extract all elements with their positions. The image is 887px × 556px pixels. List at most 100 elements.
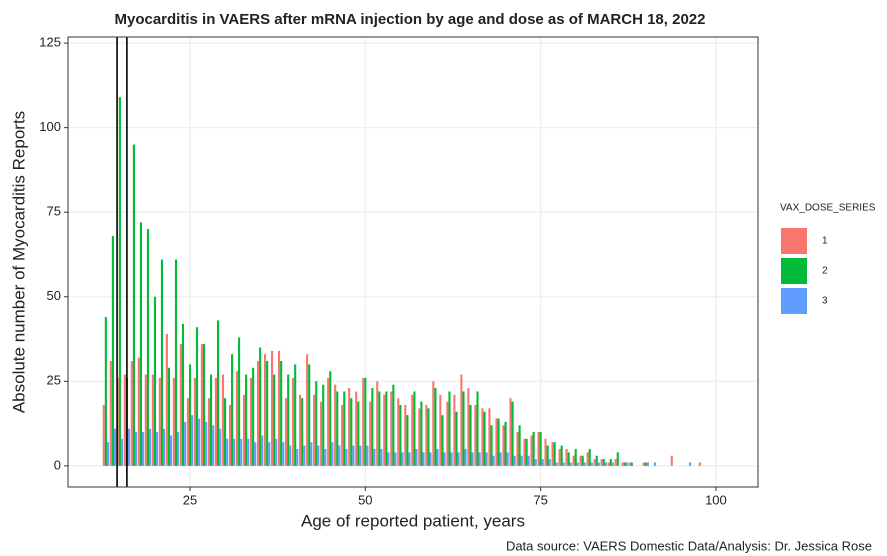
bar xyxy=(301,398,304,466)
bar xyxy=(151,374,154,466)
y-tick-label: 100 xyxy=(39,119,61,134)
bar xyxy=(504,421,507,466)
bar xyxy=(104,317,107,466)
bar xyxy=(574,448,577,466)
bar xyxy=(217,320,220,466)
bar xyxy=(698,462,701,466)
bar xyxy=(245,374,248,466)
bar xyxy=(441,415,444,466)
bar xyxy=(123,374,126,466)
bar xyxy=(532,432,535,466)
bar xyxy=(275,438,278,466)
bar xyxy=(523,438,526,466)
bar xyxy=(497,418,500,466)
bar xyxy=(271,350,274,466)
bar xyxy=(513,455,516,466)
bar xyxy=(263,354,267,466)
legend-key xyxy=(781,258,807,284)
bar xyxy=(186,398,189,466)
y-tick-label: 0 xyxy=(54,457,61,472)
bar xyxy=(565,448,568,466)
bar xyxy=(597,462,600,466)
bar xyxy=(520,455,523,466)
bar xyxy=(518,425,521,466)
bar xyxy=(453,394,456,466)
bar xyxy=(200,344,203,466)
bar xyxy=(408,452,411,466)
bar xyxy=(511,401,514,466)
bar xyxy=(572,455,575,466)
legend-label: 3 xyxy=(822,296,828,307)
bar xyxy=(350,398,353,466)
bar xyxy=(474,404,477,466)
bar xyxy=(352,445,355,466)
x-tick-label: 25 xyxy=(183,492,197,507)
bar xyxy=(481,408,484,466)
bar xyxy=(134,432,138,466)
bar xyxy=(425,404,428,466)
bar xyxy=(436,448,439,466)
chart-title: Myocarditis in VAERS after mRNA injectio… xyxy=(115,11,706,28)
bar xyxy=(120,438,124,466)
bar xyxy=(364,377,367,466)
bar xyxy=(387,452,390,466)
bar xyxy=(299,394,302,466)
bar xyxy=(418,408,421,466)
bar xyxy=(254,442,257,466)
bar xyxy=(392,384,395,466)
bar xyxy=(567,452,570,466)
bar xyxy=(224,398,227,466)
bar xyxy=(308,364,311,466)
bar xyxy=(509,398,512,466)
bar xyxy=(242,394,246,466)
bar xyxy=(488,408,491,466)
bar xyxy=(280,361,283,466)
bar xyxy=(642,462,645,466)
bar xyxy=(313,394,316,466)
bar xyxy=(249,377,253,466)
bar xyxy=(266,361,269,466)
bar xyxy=(273,374,276,466)
bar xyxy=(595,455,598,466)
bar xyxy=(383,394,386,466)
bar xyxy=(371,388,374,466)
bar xyxy=(345,448,348,466)
bar xyxy=(256,361,260,466)
bar xyxy=(153,296,157,466)
bar xyxy=(282,442,285,466)
bar xyxy=(102,404,105,466)
legend-key xyxy=(781,288,807,314)
bar xyxy=(455,411,458,466)
bar xyxy=(343,391,346,466)
bar xyxy=(590,462,593,466)
bar xyxy=(450,452,453,466)
y-tick-label: 50 xyxy=(47,288,61,303)
bar xyxy=(548,459,551,466)
bar xyxy=(688,462,692,466)
bar xyxy=(516,432,519,466)
bar xyxy=(226,438,229,466)
bar xyxy=(569,462,572,466)
bar xyxy=(148,428,152,466)
bar xyxy=(586,452,589,466)
bar xyxy=(174,259,178,466)
bar xyxy=(207,398,210,466)
bar xyxy=(644,462,647,466)
bar xyxy=(165,333,168,466)
bar xyxy=(483,411,486,466)
bar xyxy=(385,391,388,466)
bar xyxy=(278,350,281,466)
bar xyxy=(355,391,358,466)
bar xyxy=(551,442,554,466)
bar xyxy=(611,462,614,466)
bar xyxy=(362,377,365,466)
bar xyxy=(490,425,493,466)
bar xyxy=(221,374,225,466)
bar xyxy=(366,445,369,466)
bar xyxy=(541,459,544,466)
bar xyxy=(209,374,213,466)
bar xyxy=(604,462,607,466)
bar xyxy=(334,384,337,466)
bar xyxy=(268,442,271,466)
bar xyxy=(141,432,145,466)
